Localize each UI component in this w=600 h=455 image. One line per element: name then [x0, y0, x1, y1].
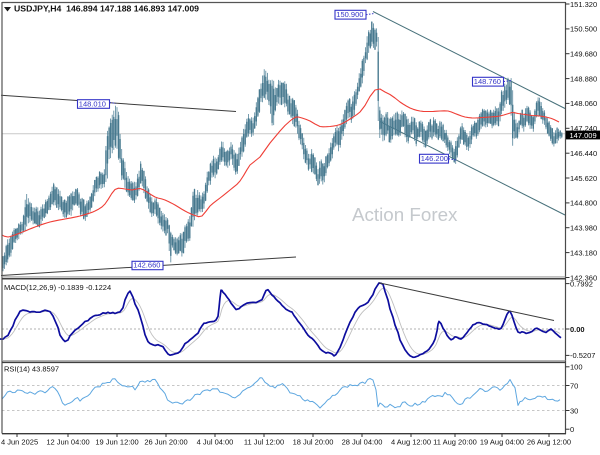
svg-text:143.180: 143.180: [570, 248, 597, 257]
svg-text:19 Aug 04:00: 19 Aug 04:00: [480, 438, 524, 447]
svg-text:148.760: 148.760: [474, 77, 501, 86]
svg-text:4 Aug 12:00: 4 Aug 12:00: [391, 438, 431, 447]
svg-text:4 Jun 2025: 4 Jun 2025: [1, 438, 38, 447]
svg-text:142.360: 142.360: [570, 273, 597, 282]
svg-text:-0.5207: -0.5207: [570, 351, 595, 360]
svg-text:30: 30: [570, 406, 578, 415]
svg-text:70: 70: [570, 381, 578, 390]
svg-text:151.320: 151.320: [570, 0, 597, 9]
svg-text:0: 0: [570, 425, 574, 434]
svg-text:147.240: 147.240: [570, 124, 597, 133]
svg-text:149.680: 149.680: [570, 50, 597, 59]
svg-text:150.900: 150.900: [336, 10, 363, 19]
svg-text:Action Forex: Action Forex: [352, 204, 458, 225]
svg-text:144.800: 144.800: [570, 199, 597, 208]
svg-text:148.060: 148.060: [570, 99, 597, 108]
svg-text:146.200: 146.200: [421, 154, 448, 163]
svg-text:148.880: 148.880: [570, 74, 597, 83]
svg-text:143.980: 143.980: [570, 224, 597, 233]
svg-text:12 Jun 04:00: 12 Jun 04:00: [46, 438, 89, 447]
svg-text:0.7992: 0.7992: [570, 279, 593, 288]
svg-text:28 Jul 04:00: 28 Jul 04:00: [342, 438, 383, 447]
svg-text:0.00: 0.00: [570, 325, 585, 334]
svg-text:19 Jun 12:00: 19 Jun 12:00: [95, 438, 138, 447]
svg-text:26 Jun 20:00: 26 Jun 20:00: [144, 438, 187, 447]
svg-text:150.500: 150.500: [570, 25, 597, 34]
svg-text:4 Jul 04:00: 4 Jul 04:00: [197, 438, 234, 447]
svg-text:11 Jul 12:00: 11 Jul 12:00: [244, 438, 284, 447]
svg-text:USDJPY,H4 146.894 147.188 146: USDJPY,H4 146.894 147.188 146.893 147.00…: [14, 4, 199, 14]
svg-text:142.660: 142.660: [133, 261, 160, 270]
svg-text:147.009: 147.009: [570, 131, 597, 140]
svg-text:148.010: 148.010: [79, 99, 106, 108]
svg-text:100: 100: [570, 363, 583, 372]
svg-text:26 Aug 12:00: 26 Aug 12:00: [527, 438, 571, 447]
svg-text:MACD(12,26,9) -0.1839 -0.1224: MACD(12,26,9) -0.1839 -0.1224: [4, 283, 111, 292]
svg-text:145.620: 145.620: [570, 174, 597, 183]
svg-text:18 Jul 20:00: 18 Jul 20:00: [293, 438, 334, 447]
svg-text:RSI(14) 43.8597: RSI(14) 43.8597: [4, 365, 59, 374]
svg-text:146.440: 146.440: [570, 149, 597, 158]
svg-text:11 Aug 20:00: 11 Aug 20:00: [433, 438, 477, 447]
